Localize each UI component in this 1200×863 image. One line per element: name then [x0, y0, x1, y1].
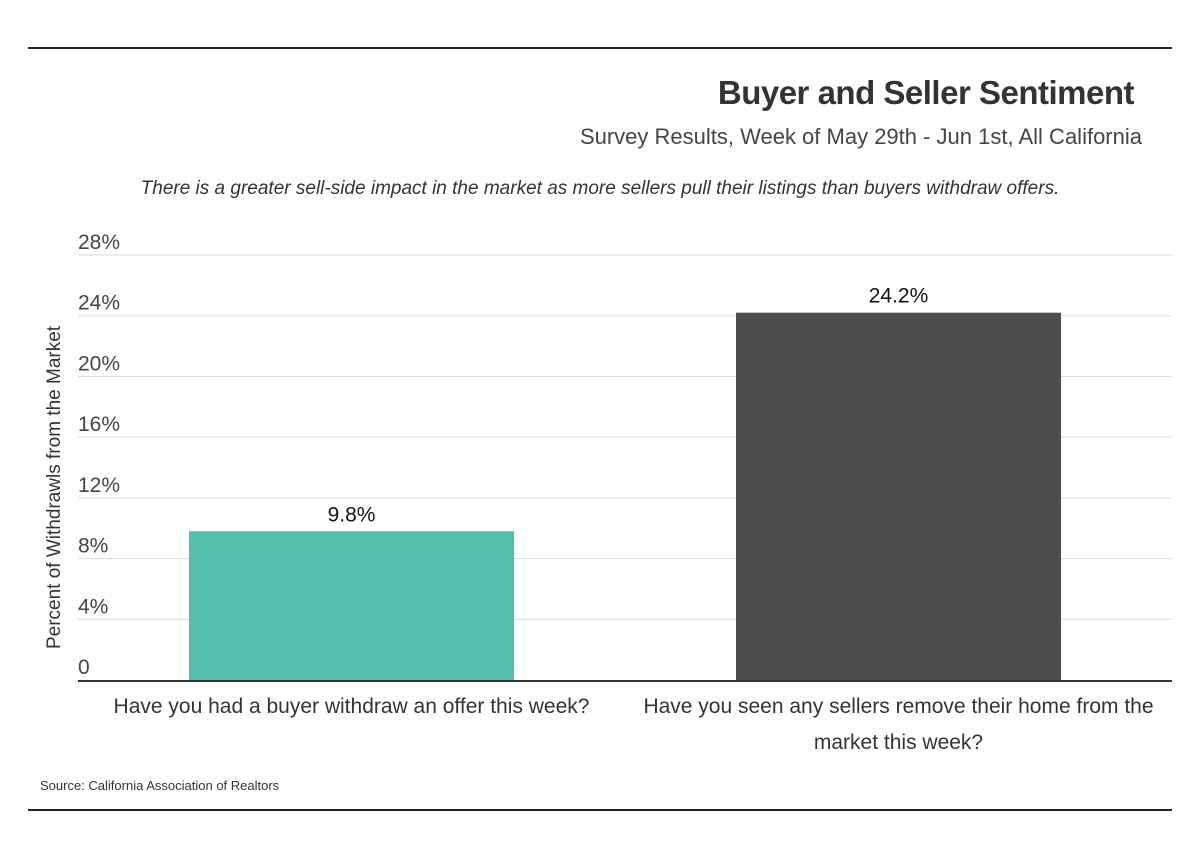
top-rule: [28, 47, 1172, 49]
bar: [189, 531, 514, 680]
bottom-rule: [28, 809, 1172, 811]
chart-subtitle: Survey Results, Week of May 29th - Jun 1…: [579, 124, 1142, 149]
chart-annotation: There is a greater sell-side impact in t…: [140, 178, 1060, 199]
x-category-label: Have you seen any sellers remove their h…: [643, 695, 1153, 718]
y-tick-label: 16%: [78, 413, 120, 436]
chart-title: Buyer and Seller Sentiment: [717, 74, 1135, 111]
source-note: Source: California Association of Realto…: [40, 778, 280, 793]
y-tick-label: 20%: [78, 352, 120, 375]
y-tick-label: 0: [78, 656, 90, 679]
x-category-label: market this week?: [814, 731, 983, 754]
y-tick-label: 8%: [78, 535, 108, 558]
y-tick-label: 28%: [78, 231, 120, 254]
y-tick-label: 24%: [78, 292, 120, 315]
bar-value-label: 24.2%: [869, 285, 929, 308]
y-tick-label: 4%: [78, 595, 108, 618]
bar: [736, 312, 1061, 680]
x-category-label: Have you had a buyer withdraw an offer t…: [114, 695, 590, 718]
y-axis-title: Percent of Withdrawls from the Market: [44, 325, 65, 649]
bar-value-label: 9.8%: [328, 503, 376, 526]
y-tick-label: 12%: [78, 474, 120, 497]
